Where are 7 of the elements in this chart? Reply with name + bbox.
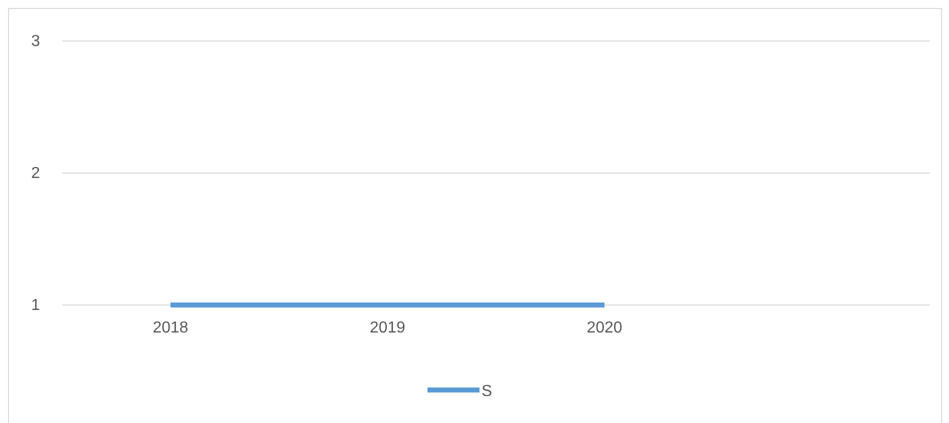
y-tick-label: 1 <box>31 297 40 314</box>
x-tick-label: 2018 <box>152 319 188 336</box>
legend-label: S <box>482 383 492 400</box>
y-tick-label: 2 <box>31 165 40 182</box>
x-tick-label: 2020 <box>586 319 622 336</box>
y-tick-label: 3 <box>31 33 40 50</box>
x-tick-label: 2019 <box>370 319 406 336</box>
